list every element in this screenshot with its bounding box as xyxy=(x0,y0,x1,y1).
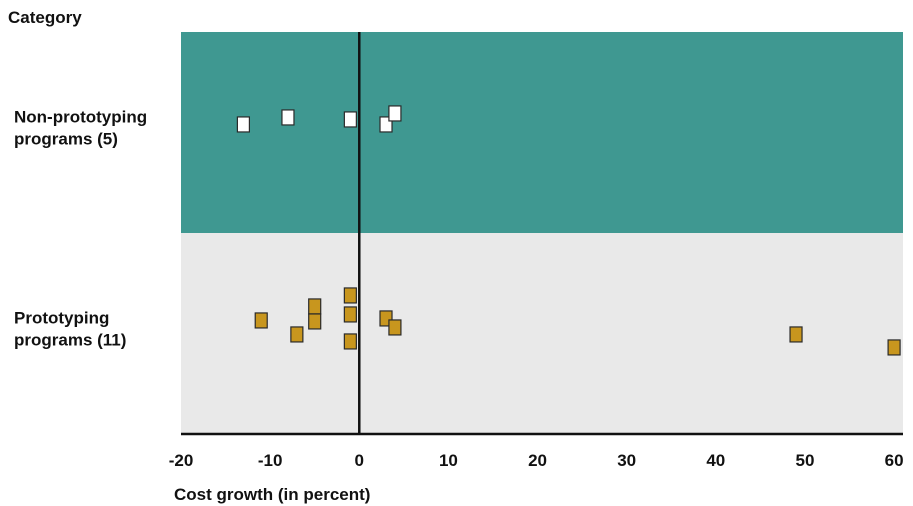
x-tick-label: 10 xyxy=(439,451,458,470)
category-labels: Non-prototyping programs (5) Prototyping pr… xyxy=(14,107,147,349)
data-point xyxy=(388,105,402,122)
data-point xyxy=(254,312,268,329)
x-tick-label: -10 xyxy=(258,451,283,470)
data-point xyxy=(290,326,304,343)
data-point xyxy=(388,319,402,336)
category-label: Prototyping programs (11) xyxy=(14,308,126,349)
x-tick-label: 40 xyxy=(706,451,725,470)
x-tick-label: -20 xyxy=(169,451,194,470)
category-bands xyxy=(181,32,903,434)
data-point xyxy=(236,116,250,133)
x-tick-label: 60 xyxy=(885,451,904,470)
x-axis-label: Cost growth (in percent) xyxy=(174,485,370,504)
category-label: Non-prototyping programs (5) xyxy=(14,107,147,148)
y-axis-label: Category xyxy=(8,8,82,27)
data-point xyxy=(887,339,901,356)
x-tick-label: 30 xyxy=(617,451,636,470)
data-point xyxy=(343,306,357,323)
data-point xyxy=(308,313,322,330)
data-point xyxy=(343,333,357,350)
x-tick-label: 20 xyxy=(528,451,547,470)
category-band xyxy=(181,32,903,233)
data-points xyxy=(236,105,901,356)
x-tick-label: 0 xyxy=(355,451,364,470)
x-tick-label: 50 xyxy=(795,451,814,470)
data-point xyxy=(789,326,803,343)
data-point xyxy=(343,287,357,304)
x-axis-ticks: -20 -10 0 10 20 30 40 50 60 xyxy=(169,451,904,470)
data-point xyxy=(308,298,322,315)
data-point xyxy=(281,109,295,126)
data-point xyxy=(343,111,357,128)
